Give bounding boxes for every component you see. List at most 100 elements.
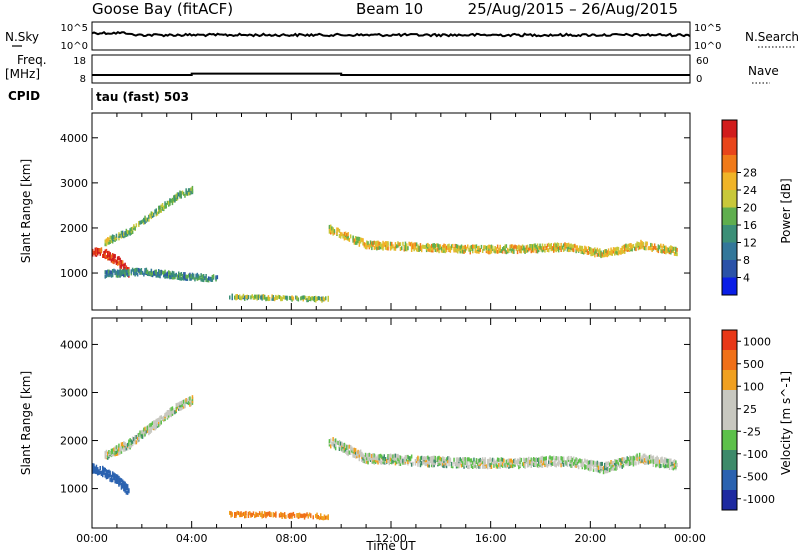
range-gate-cell [175, 193, 177, 198]
range-gate-cell [128, 439, 130, 444]
range-gate-cell [156, 271, 159, 276]
range-gate-cell [670, 248, 672, 253]
range-gate-cell [388, 454, 390, 458]
range-gate-cell [602, 470, 605, 475]
range-gate-cell [398, 462, 400, 466]
range-gate-cell [538, 246, 540, 250]
range-gate-cell [342, 447, 344, 452]
range-gate-cell [94, 469, 96, 474]
range-gate-cell [384, 461, 387, 465]
range-gate-cell [589, 460, 591, 465]
range-gate-cell [181, 190, 184, 195]
range-gate-cell [584, 245, 586, 250]
range-gate-cell [611, 463, 613, 468]
freq-tick-bottom: 8 [80, 74, 86, 85]
range-gate-cell [462, 245, 464, 250]
range-gate-cell [526, 460, 529, 464]
range-gate-cell [107, 451, 109, 456]
range-gate-cell [103, 469, 105, 474]
range-gate-cell [445, 457, 448, 462]
range-gate-cell [123, 269, 125, 274]
range-gate-cell [544, 456, 546, 461]
range-gate-cell [312, 296, 314, 301]
beam-label: Beam 10 [356, 0, 423, 18]
range-gate-cell [511, 249, 514, 254]
range-gate-cell [325, 515, 327, 520]
range-gate-cell [434, 455, 437, 460]
range-gate-cell [432, 455, 434, 460]
range-gate-cell [434, 459, 437, 464]
range-gate-cell [156, 418, 159, 423]
range-gate-cell [379, 460, 382, 465]
range-gate-cell [126, 272, 129, 277]
range-gate-cell [114, 236, 116, 241]
range-gate-cell [160, 208, 162, 213]
range-gate-cell [349, 234, 352, 239]
range-gate-cell [371, 457, 373, 462]
range-gate-cell [437, 461, 439, 465]
range-gate-cell [592, 463, 595, 467]
range-gate-cell [626, 244, 628, 249]
range-gate-cell [490, 248, 493, 253]
range-gate-cell [315, 298, 317, 303]
range-gate-cell [149, 213, 151, 218]
range-gate-cell [103, 251, 105, 255]
range-gate-cell [607, 465, 610, 470]
range-gate-cell [118, 232, 120, 237]
range-gate-cell [99, 248, 101, 253]
range-gate-cell [150, 272, 153, 277]
range-gate-cell [93, 465, 95, 470]
nsky-label: N.Sky [5, 30, 39, 44]
range-gate-cell [554, 242, 556, 247]
range-gate-cell [100, 247, 103, 252]
range-gate-cell [332, 437, 334, 442]
frequency-panel: Freq. [MHz] 18 8 60 0 Nave [5, 53, 779, 85]
range-gate-cell [402, 458, 404, 463]
range-gate-cell [615, 459, 617, 464]
range-gate-cell [275, 511, 277, 516]
range-gate-cell [120, 449, 123, 454]
power-ytick-label: 1000 [60, 267, 88, 280]
range-gate-cell [460, 462, 463, 467]
range-gate-cell [590, 462, 592, 467]
range-gate-cell [267, 295, 270, 300]
range-gate-cell [627, 243, 630, 248]
range-gate-cell [596, 460, 599, 465]
range-gate-cell [173, 195, 175, 200]
range-gate-cell [105, 248, 108, 253]
range-gate-cell [464, 460, 466, 465]
range-gate-cell [472, 249, 474, 254]
range-gate-cell [525, 457, 528, 462]
range-gate-cell [261, 514, 263, 519]
range-gate-cell [551, 246, 554, 251]
range-gate-cell [575, 245, 577, 250]
range-gate-cell [670, 458, 672, 463]
range-gate-cell [164, 201, 166, 206]
range-gate-cell [136, 267, 139, 272]
range-gate-cell [667, 464, 670, 468]
range-gate-cell [505, 464, 508, 469]
range-gate-cell [399, 242, 402, 247]
range-gate-cell [113, 268, 115, 273]
range-gate-cell [439, 456, 442, 461]
range-gate-cell [560, 245, 562, 250]
range-gate-cell [119, 450, 121, 455]
range-gate-cell [343, 442, 346, 447]
range-gate-cell [260, 512, 262, 517]
range-gate-cell [460, 244, 463, 249]
range-gate-cell [327, 514, 329, 519]
range-gate-cell [300, 296, 302, 301]
range-gate-cell [584, 464, 586, 469]
range-gate-cell [206, 278, 209, 283]
range-gate-cell [381, 243, 383, 248]
range-gate-cell [129, 443, 131, 448]
colorbar-tick-label: 24 [743, 184, 757, 197]
range-gate-cell [594, 460, 596, 465]
range-gate-cell [332, 442, 334, 447]
range-gate-cell [328, 224, 331, 229]
range-gate-cell [520, 457, 523, 462]
range-gate-cell [234, 512, 236, 516]
range-gate-cell [646, 456, 648, 461]
range-gate-cell [105, 449, 108, 454]
range-gate-cell [322, 296, 324, 301]
